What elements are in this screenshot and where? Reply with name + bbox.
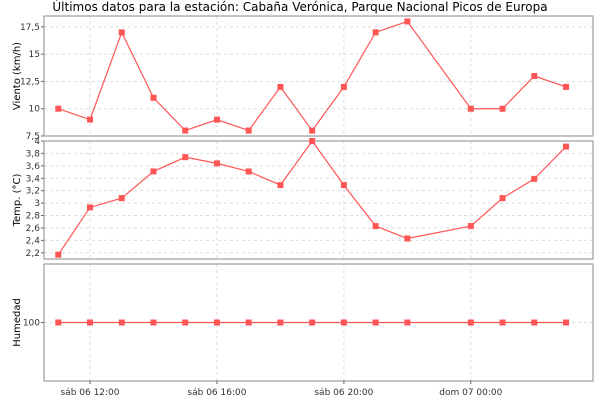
data-point xyxy=(404,319,411,326)
y-tick-label: 2,4 xyxy=(26,236,41,246)
data-point xyxy=(467,319,474,326)
data-point xyxy=(55,319,62,326)
data-point xyxy=(309,319,316,326)
y-tick-label: 2,6 xyxy=(26,224,41,234)
data-point xyxy=(404,235,411,242)
series-line xyxy=(57,139,567,255)
y-tick-label: 7,5 xyxy=(26,132,40,142)
plot-frame xyxy=(43,140,594,260)
y-tick-label: 12,5 xyxy=(20,77,40,87)
data-point xyxy=(213,160,220,167)
data-point xyxy=(531,319,538,326)
data-point xyxy=(499,319,506,326)
x-tick-label: sáb 06 20:00 xyxy=(314,388,373,398)
data-point xyxy=(563,83,570,90)
data-point xyxy=(340,319,347,326)
data-point xyxy=(499,105,506,112)
data-point xyxy=(245,319,252,326)
data-point xyxy=(150,168,157,175)
data-point xyxy=(277,83,284,90)
panel-2: 2,2 2,4 2,6 2,8 3 3,2 3,4 3,6 3,8 4 Temp. (°C) xyxy=(12,137,594,260)
y-tick-label: 3,2 xyxy=(26,187,40,197)
y-tick-label: 3,8 xyxy=(26,149,41,159)
y-tick-label: 3 xyxy=(34,199,40,209)
y-axis-label: Temp. (°C) xyxy=(12,174,23,228)
data-point xyxy=(87,116,94,123)
data-point xyxy=(277,182,284,189)
x-tick-label: sáb 06 16:00 xyxy=(187,388,246,398)
y-tick-label: 3,4 xyxy=(26,174,41,184)
data-point xyxy=(563,143,570,150)
y-tick-label: 10 xyxy=(29,105,41,115)
y-tick-label: 2,2 xyxy=(26,249,40,259)
data-point xyxy=(277,319,284,326)
data-point xyxy=(531,73,538,79)
data-point xyxy=(55,105,62,112)
data-point xyxy=(213,319,220,326)
data-point xyxy=(150,94,157,101)
data-point xyxy=(55,251,62,258)
data-point xyxy=(182,154,189,161)
y-tick-label: 3,6 xyxy=(26,162,41,172)
data-point xyxy=(118,319,125,326)
data-point xyxy=(245,127,252,134)
y-tick-label: 100 xyxy=(23,319,40,329)
data-point xyxy=(182,127,189,134)
panel-1: 7,5 10 12,5 15 17,5 Viento (km/h) xyxy=(12,15,594,142)
y-tick-label: 15 xyxy=(29,50,40,60)
data-point xyxy=(87,204,94,211)
y-axis-label: Viento (km/h) xyxy=(12,42,23,110)
data-point xyxy=(404,18,411,25)
data-point xyxy=(340,83,347,90)
data-point xyxy=(213,116,220,123)
data-point xyxy=(182,319,189,326)
plot-frame xyxy=(43,15,594,137)
data-point xyxy=(87,319,94,326)
x-tick-label: sáb 06 12:00 xyxy=(60,388,119,398)
data-point xyxy=(245,168,252,175)
data-point xyxy=(563,319,570,326)
data-point xyxy=(150,319,157,326)
data-point xyxy=(467,223,474,230)
chart-title: Últimos datos para la estación: Cabaña V… xyxy=(52,0,547,14)
data-point xyxy=(309,138,316,144)
x-tick-label: dom 07 00:00 xyxy=(439,388,502,398)
series-line xyxy=(58,20,567,132)
data-point xyxy=(499,195,506,202)
data-point xyxy=(309,127,316,134)
y-tick-label: 17,5 xyxy=(20,23,40,33)
data-point xyxy=(118,195,125,202)
plot-frame xyxy=(43,263,594,382)
y-axis-label: Humedad xyxy=(12,298,23,347)
data-point xyxy=(340,182,347,189)
y-tick-label: 4 xyxy=(34,137,40,147)
data-point xyxy=(531,175,538,182)
y-tick-label: 2,8 xyxy=(26,212,41,222)
data-point xyxy=(372,319,379,326)
data-point xyxy=(467,105,474,112)
data-point xyxy=(118,29,125,36)
data-point xyxy=(372,29,379,36)
data-point xyxy=(372,223,379,230)
